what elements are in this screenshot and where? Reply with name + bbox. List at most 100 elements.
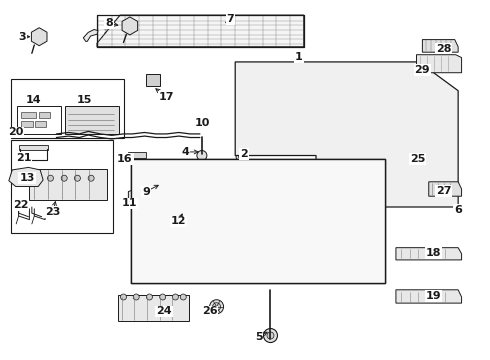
Text: 7: 7 [226, 14, 234, 24]
Polygon shape [174, 203, 195, 220]
Bar [21, 121, 33, 127]
Bar [11, 140, 113, 233]
Text: 19: 19 [426, 291, 441, 301]
Text: 14: 14 [25, 95, 41, 105]
Circle shape [267, 332, 274, 339]
Text: 20: 20 [8, 127, 24, 138]
Circle shape [309, 225, 318, 235]
Bar [333, 206, 343, 212]
Circle shape [140, 164, 149, 174]
Text: 26: 26 [202, 306, 218, 316]
Bar [17, 106, 61, 134]
Polygon shape [235, 62, 458, 207]
Text: 11: 11 [122, 198, 138, 208]
Bar [105, 32, 145, 41]
Text: 13: 13 [19, 173, 35, 183]
Polygon shape [131, 159, 385, 283]
Text: 8: 8 [105, 18, 113, 28]
Circle shape [140, 225, 149, 235]
Circle shape [162, 180, 170, 188]
Circle shape [121, 294, 126, 300]
Circle shape [125, 21, 134, 30]
Circle shape [180, 294, 186, 300]
Circle shape [239, 154, 244, 159]
Circle shape [309, 195, 318, 205]
Circle shape [158, 176, 173, 192]
Bar [152, 32, 191, 41]
Text: 27: 27 [436, 186, 451, 196]
Circle shape [368, 164, 377, 174]
Circle shape [368, 195, 377, 205]
Text: 1: 1 [295, 52, 303, 62]
Bar [39, 112, 50, 118]
Bar [128, 152, 146, 158]
Bar [19, 145, 48, 150]
Circle shape [309, 164, 318, 174]
Polygon shape [396, 290, 462, 303]
Bar [146, 74, 160, 86]
Bar [118, 295, 189, 321]
Circle shape [147, 294, 152, 300]
Bar [152, 21, 191, 30]
Text: 22: 22 [13, 200, 28, 210]
Text: 28: 28 [436, 44, 451, 54]
Circle shape [88, 175, 94, 181]
Circle shape [368, 255, 377, 265]
Bar [11, 79, 124, 138]
Circle shape [213, 303, 220, 311]
Circle shape [140, 255, 149, 265]
Circle shape [172, 294, 178, 300]
Circle shape [61, 175, 67, 181]
Circle shape [220, 225, 230, 235]
Bar [353, 235, 363, 241]
Bar [245, 32, 284, 41]
Circle shape [220, 255, 230, 265]
Bar [105, 21, 145, 30]
Circle shape [220, 164, 230, 174]
Circle shape [133, 294, 139, 300]
Circle shape [413, 160, 418, 165]
Text: 4: 4 [181, 147, 189, 157]
Polygon shape [416, 55, 462, 73]
Circle shape [236, 152, 246, 162]
Bar [348, 188, 358, 194]
Polygon shape [128, 188, 152, 204]
Bar [348, 217, 358, 223]
Text: 5: 5 [255, 332, 263, 342]
Polygon shape [9, 167, 43, 186]
Text: 16: 16 [117, 154, 133, 164]
Circle shape [34, 175, 40, 181]
Circle shape [220, 195, 230, 205]
Circle shape [74, 175, 80, 181]
Text: 12: 12 [171, 216, 187, 226]
Circle shape [368, 225, 377, 235]
Circle shape [210, 300, 223, 314]
Text: 18: 18 [426, 248, 441, 258]
Circle shape [160, 294, 166, 300]
Text: 9: 9 [142, 186, 150, 197]
Circle shape [353, 164, 363, 174]
Polygon shape [396, 248, 462, 260]
Circle shape [140, 195, 149, 205]
Circle shape [405, 152, 426, 174]
Circle shape [35, 32, 44, 41]
Circle shape [176, 164, 186, 174]
Bar [65, 106, 119, 134]
Text: 23: 23 [45, 207, 61, 217]
Polygon shape [97, 15, 304, 47]
Text: 10: 10 [194, 118, 210, 128]
Circle shape [410, 157, 421, 169]
Text: 2: 2 [240, 149, 248, 159]
Bar [198, 21, 238, 30]
Polygon shape [122, 17, 138, 35]
Polygon shape [422, 40, 458, 52]
Bar [333, 177, 343, 184]
Circle shape [265, 164, 274, 174]
Circle shape [309, 255, 318, 265]
Text: 6: 6 [454, 204, 462, 215]
Bar [198, 32, 238, 41]
Polygon shape [83, 30, 98, 41]
Polygon shape [31, 28, 47, 46]
Text: 24: 24 [156, 306, 172, 316]
Text: 17: 17 [159, 92, 174, 102]
